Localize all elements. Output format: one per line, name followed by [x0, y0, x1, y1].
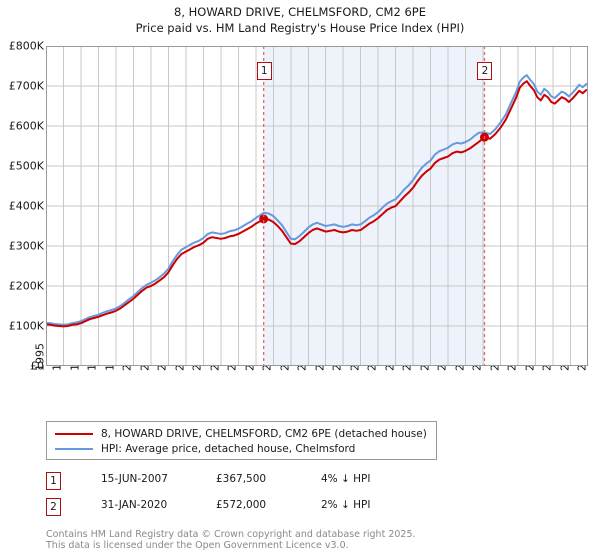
chart-legend: 8, HOWARD DRIVE, CHELMSFORD, CM2 6PE (de…: [46, 421, 437, 460]
legend-item-hpi: HPI: Average price, detached house, Chel…: [47, 441, 436, 456]
y-axis-labels: £0 £100K £200K £300K £400K £500K £600K £700K £80…: [0, 0, 44, 560]
y-tick-label: £300K: [8, 239, 44, 253]
legend-item-property: 8, HOWARD DRIVE, CHELMSFORD, CM2 6PE (de…: [47, 426, 436, 441]
footer-line-2: This data is licensed under the Open Gov…: [46, 540, 349, 551]
title-subtitle: Price paid vs. HM Land Registry's House …: [135, 21, 465, 35]
y-tick-label: £700K: [8, 79, 44, 93]
plot-marker-2[interactable]: 2: [477, 62, 493, 80]
x-tick-label: 1995: [33, 343, 47, 371]
y-tick-label: £0: [30, 359, 44, 373]
footer-line-1: Contains HM Land Registry data © Crown c…: [46, 529, 416, 540]
transaction-index-badge: 1: [46, 472, 61, 490]
y-tick-label: £800K: [8, 39, 44, 53]
y-tick-label: £200K: [8, 279, 44, 293]
legend-label: 8, HOWARD DRIVE, CHELMSFORD, CM2 6PE (de…: [101, 427, 427, 440]
chart-plot-area: [46, 46, 588, 366]
transaction-index-badge: 2: [46, 498, 61, 516]
transaction-row[interactable]: 1 15-JUN-2007 £367,500 4% ↓ HPI: [46, 472, 466, 498]
transaction-hpi-delta: 2% ↓ HPI: [321, 499, 371, 511]
page-title: 8, HOWARD DRIVE, CHELMSFORD, CM2 6PE Pri…: [0, 4, 600, 36]
transaction-price: £572,000: [216, 499, 267, 511]
series-line-hpi: [46, 74, 588, 326]
y-tick-label: £600K: [8, 119, 44, 133]
legend-color-swatch: [55, 432, 93, 435]
transaction-date: 15-JUN-2007: [101, 473, 168, 485]
price-history-line-chart: [46, 46, 588, 366]
legend-label: HPI: Average price, detached house, Chel…: [101, 442, 356, 455]
series-line-property: [46, 80, 588, 328]
title-address: 8, HOWARD DRIVE, CHELMSFORD, CM2 6PE: [174, 5, 426, 19]
legend-color-swatch: [55, 447, 93, 450]
y-tick-label: £500K: [8, 159, 44, 173]
footer-attribution: Contains HM Land Registry data © Crown c…: [46, 529, 586, 551]
transaction-row[interactable]: 2 31-JAN-2020 £572,000 2% ↓ HPI: [46, 498, 466, 524]
transaction-point-marker: [259, 214, 269, 224]
plot-marker-1[interactable]: 1: [256, 62, 272, 80]
transaction-date: 31-JAN-2020: [101, 499, 168, 511]
transaction-hpi-delta: 4% ↓ HPI: [321, 473, 371, 485]
y-tick-label: £400K: [8, 199, 44, 213]
transaction-list: 1 15-JUN-2007 £367,500 4% ↓ HPI 2 31-JAN-2020…: [46, 472, 466, 524]
transaction-price: £367,500: [216, 473, 267, 485]
y-tick-label: £100K: [8, 319, 44, 333]
